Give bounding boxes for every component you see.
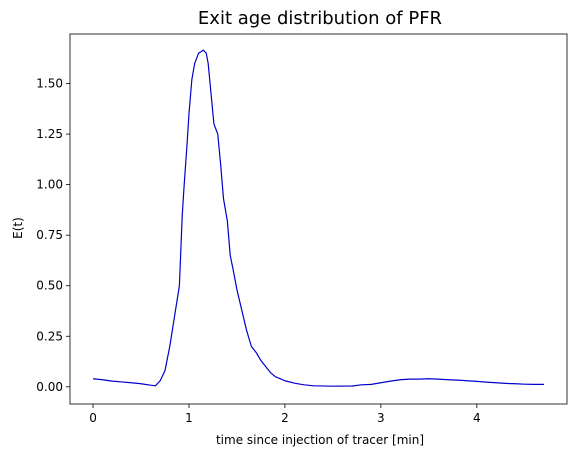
chart-title: Exit age distribution of PFR [198, 8, 442, 29]
y-tick-label: 0.25 [36, 329, 63, 343]
x-tick-label: 4 [473, 411, 481, 425]
y-tick-label: 0.75 [36, 228, 63, 242]
y-tick-label: 1.00 [36, 178, 63, 192]
x-tick-label: 2 [281, 411, 289, 425]
y-tick-label: 0.00 [36, 380, 63, 394]
y-tick-label: 1.50 [36, 77, 63, 91]
y-axis-ticks: 0.00 0.25 0.50 0.75 1.00 1.25 1.50 [36, 77, 70, 394]
y-axis-label: E(t) [11, 217, 25, 239]
x-tick-label: 3 [377, 411, 385, 425]
y-tick-label: 1.25 [36, 127, 63, 141]
x-axis-label: time since injection of tracer [min] [216, 433, 424, 447]
plot-area [69, 33, 568, 405]
series-line-0 [92, 49, 544, 387]
plot-frame [69, 33, 568, 405]
y-tick-label: 0.50 [36, 279, 63, 293]
x-tick-label: 0 [89, 411, 97, 425]
x-axis-ticks: 0 1 2 3 4 [89, 404, 481, 425]
x-tick-label: 1 [185, 411, 193, 425]
